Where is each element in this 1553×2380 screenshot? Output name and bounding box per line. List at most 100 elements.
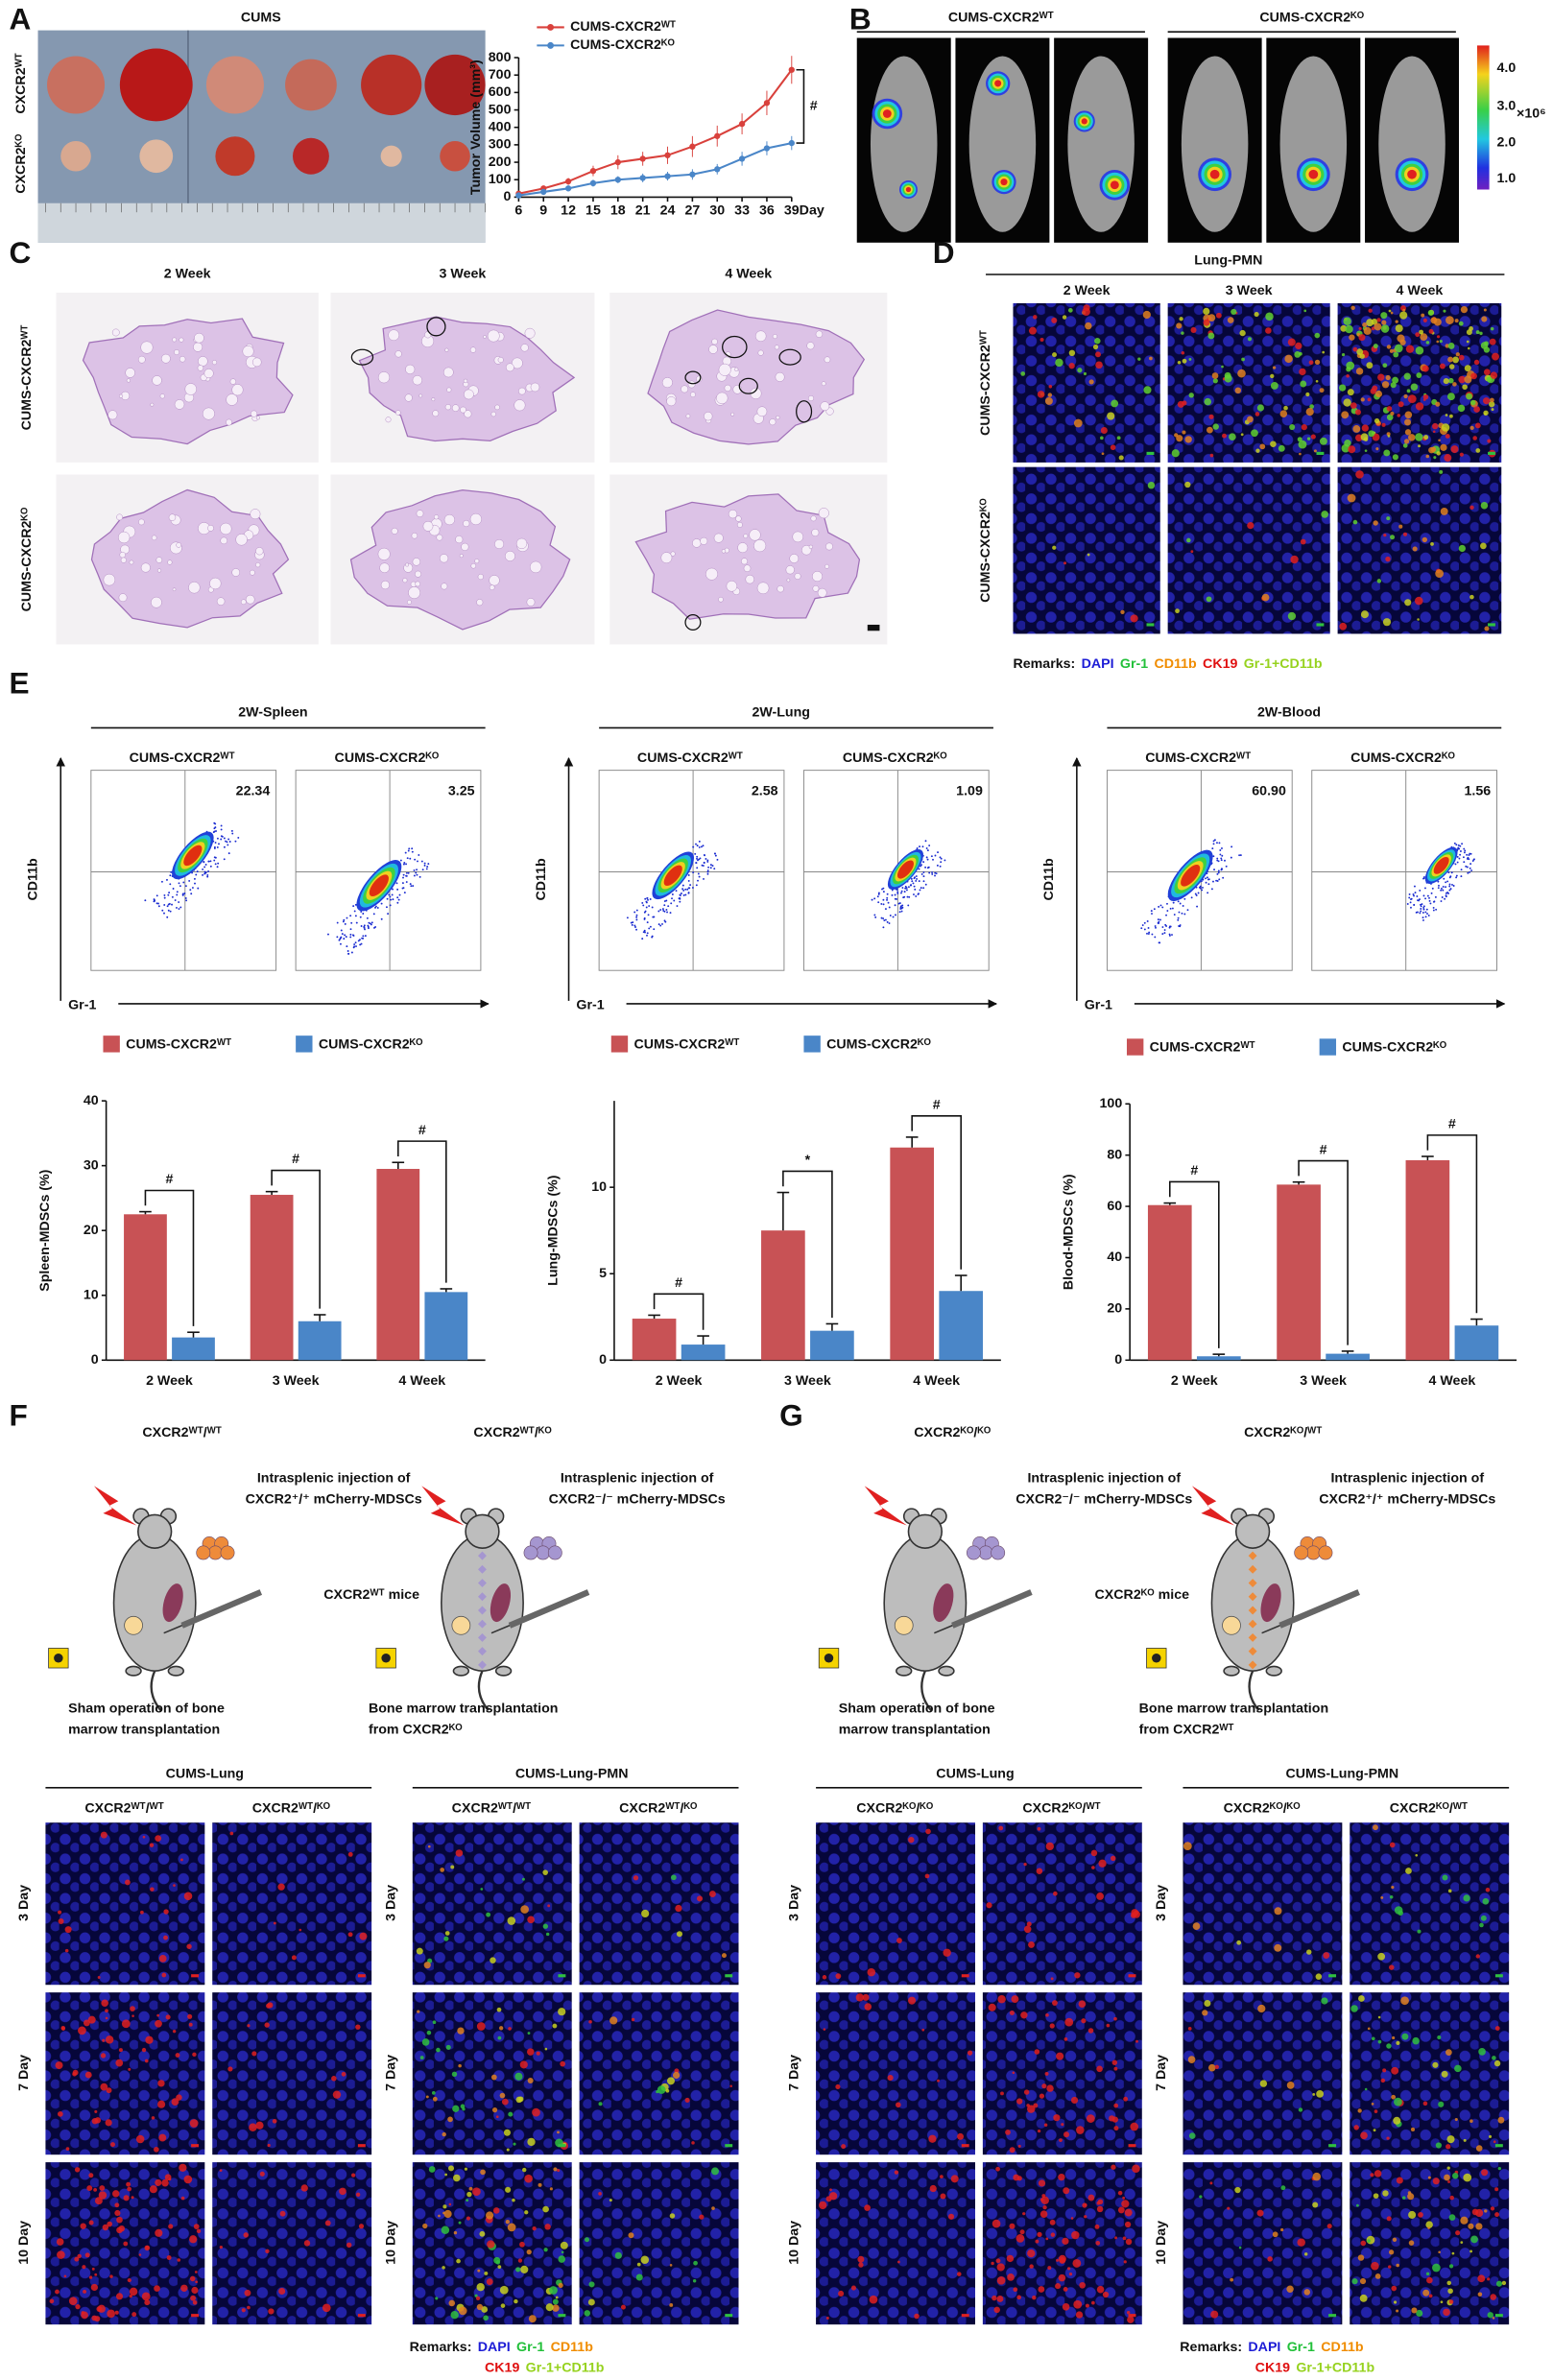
- point: [788, 139, 795, 147]
- event: [163, 893, 166, 896]
- signal: [1100, 436, 1104, 440]
- signal: [1407, 394, 1417, 404]
- event: [213, 821, 216, 824]
- event: [1177, 900, 1180, 903]
- mouse-tail: [150, 1670, 162, 1712]
- micrograph: [1350, 2162, 1510, 2325]
- signal: [472, 2187, 481, 2197]
- signal: [1095, 2240, 1101, 2246]
- event: [206, 873, 209, 876]
- event: [1150, 910, 1153, 913]
- event: [397, 898, 400, 901]
- signal: [1469, 326, 1473, 331]
- micrograph: [45, 1822, 205, 1986]
- signal: [1047, 2266, 1052, 2271]
- alveoli: [125, 368, 135, 378]
- signal: [1490, 2206, 1495, 2211]
- signal: [1432, 430, 1436, 434]
- signal: [1377, 1952, 1386, 1961]
- y-tick-label: 20: [1107, 1301, 1122, 1317]
- signal: [425, 2095, 429, 2099]
- signal: [862, 1993, 870, 2001]
- alveoli: [692, 538, 702, 548]
- point: [589, 167, 597, 175]
- signal: [1300, 380, 1307, 388]
- event: [1444, 897, 1446, 900]
- signal: [419, 2056, 424, 2060]
- event: [1161, 906, 1164, 909]
- signal: [1377, 373, 1385, 381]
- alveoli: [718, 596, 724, 603]
- signal: [1062, 2237, 1069, 2245]
- signal: [1246, 416, 1254, 423]
- signal: [1323, 1952, 1330, 1959]
- event: [661, 922, 663, 925]
- signal: [693, 2260, 698, 2266]
- event: [354, 915, 357, 917]
- event: [189, 889, 192, 892]
- signal: [1199, 2195, 1203, 2199]
- signal: [105, 2009, 108, 2013]
- signal: [542, 1869, 548, 1875]
- signal: [78, 2026, 86, 2035]
- event: [1460, 875, 1463, 878]
- signal: [1270, 381, 1278, 390]
- signal: [1181, 350, 1185, 355]
- signal: [1176, 435, 1183, 442]
- alveoli: [749, 529, 761, 541]
- signal: [1428, 2294, 1433, 2298]
- alveoli: [681, 385, 689, 393]
- bar: [172, 1337, 215, 1361]
- event: [1448, 876, 1451, 879]
- signal: [1401, 2196, 1406, 2200]
- signal: [729, 2084, 732, 2088]
- alveoli: [794, 573, 801, 580]
- alveoli: [434, 514, 440, 520]
- signal: [444, 1931, 450, 1936]
- bioluminescence: [1081, 118, 1087, 125]
- event: [1426, 894, 1429, 897]
- group-label: CUMS-CXCR2ᴷᴼ: [1350, 750, 1455, 766]
- remarks: Remarks: DAPI Gr-1 CD11b CK19 Gr-1+CD11b: [1013, 656, 1322, 672]
- signal: [83, 2289, 87, 2294]
- signal: [427, 1844, 431, 1848]
- event: [1414, 892, 1417, 894]
- signal: [495, 2115, 499, 2119]
- event: [395, 882, 398, 885]
- signal: [1039, 2093, 1045, 2099]
- signal: [1468, 2223, 1474, 2229]
- event: [697, 879, 699, 882]
- signal: [1120, 609, 1125, 614]
- event: [665, 909, 668, 911]
- signal: [72, 2069, 79, 2076]
- signal: [1422, 398, 1426, 401]
- event: [176, 891, 179, 893]
- signal: [267, 2002, 274, 2009]
- signal: [692, 2279, 697, 2283]
- event: [368, 921, 370, 924]
- tumor: [139, 139, 174, 174]
- signal: [1448, 377, 1454, 384]
- signal: [1124, 2208, 1133, 2217]
- event: [1218, 842, 1221, 845]
- signal: [1417, 618, 1420, 621]
- signal: [558, 2282, 563, 2288]
- signal: [1091, 2300, 1095, 2305]
- event: [1412, 892, 1415, 895]
- signal: [97, 1976, 101, 1979]
- signal: [1110, 444, 1116, 451]
- alveoli: [385, 416, 392, 423]
- alveoli: [730, 412, 735, 416]
- signal: [1063, 2131, 1070, 2138]
- alveoli: [391, 527, 398, 535]
- event: [1429, 902, 1432, 905]
- event: [1468, 854, 1470, 856]
- signal: [417, 2010, 420, 2013]
- remark: DAPI: [1082, 656, 1114, 672]
- signal: [1464, 375, 1472, 384]
- event: [1466, 866, 1469, 869]
- y-axis-label: Lung-MDSCs (%): [545, 1175, 561, 1286]
- signal: [1423, 435, 1429, 440]
- signal: [1389, 1894, 1394, 1899]
- injection-label: Intrasplenic injection of: [257, 1470, 411, 1486]
